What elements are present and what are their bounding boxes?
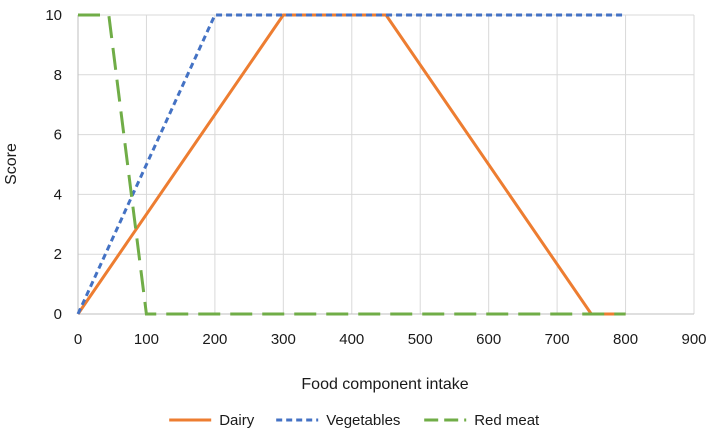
- x-tick-label-400: 400: [339, 331, 364, 348]
- y-tick-label-0: 0: [54, 306, 62, 323]
- y-tick-label-6: 6: [54, 127, 62, 144]
- legend: Dairy Vegetables Red meat: [169, 412, 540, 429]
- gridlines: [78, 14, 695, 314]
- x-tick-label-200: 200: [202, 331, 227, 348]
- axes: [77, 15, 694, 315]
- legend-label-red-meat: Red meat: [474, 412, 540, 429]
- tick-labels: 0 100 200 300 400 500 600 700 800 900 0 2 4 6 8 10: [45, 7, 706, 348]
- y-axis-title: Score: [3, 143, 20, 185]
- x-tick-label-700: 700: [545, 331, 570, 348]
- y-tick-label-8: 8: [54, 67, 62, 84]
- legend-label-vegetables: Vegetables: [326, 412, 400, 429]
- x-tick-label-0: 0: [74, 331, 82, 348]
- series-lines: [76, 13, 626, 316]
- y-tick-label-10: 10: [45, 7, 62, 24]
- legend-label-dairy: Dairy: [219, 412, 255, 429]
- x-tick-label-600: 600: [476, 331, 501, 348]
- series-line-red-meat: [78, 13, 626, 316]
- x-tick-label-900: 900: [681, 331, 706, 348]
- x-tick-label-100: 100: [134, 331, 159, 348]
- x-axis-title: Food component intake: [301, 376, 468, 393]
- x-tick-label-800: 800: [613, 331, 638, 348]
- x-tick-label-300: 300: [271, 331, 296, 348]
- y-tick-label-4: 4: [54, 186, 62, 203]
- y-tick-label-2: 2: [54, 246, 62, 263]
- series-line-vegetables: [76, 13, 626, 315]
- x-tick-label-500: 500: [408, 331, 433, 348]
